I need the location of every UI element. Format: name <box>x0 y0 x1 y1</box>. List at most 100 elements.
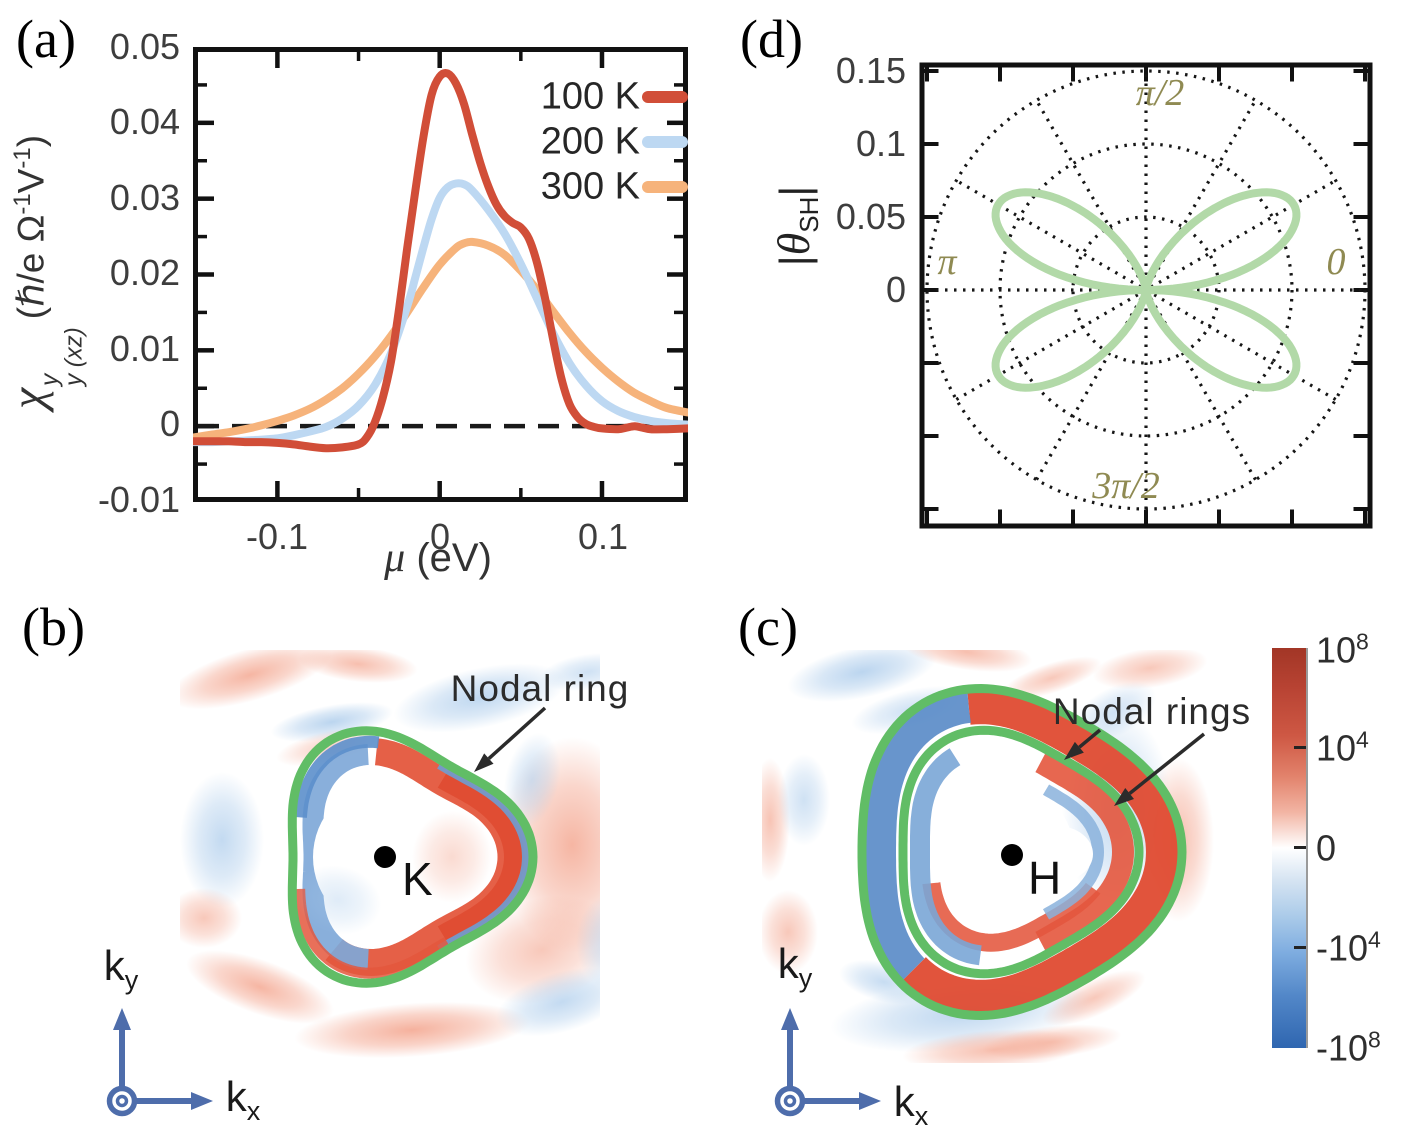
panel-a-frame <box>193 47 688 502</box>
heat-blob <box>186 950 334 1024</box>
panel-a-label: (a) <box>16 9 76 69</box>
heat-blob <box>787 650 937 702</box>
heat-band <box>293 733 531 981</box>
heat-band <box>294 735 528 979</box>
d-angle-pi-2: π/2 <box>1135 72 1185 114</box>
legend-label-100K: 100 K <box>540 75 640 118</box>
ky-arrow-head <box>113 1008 131 1030</box>
nodal-ring <box>287 726 538 988</box>
heat-blob <box>294 865 382 935</box>
b-K-point-label: K <box>402 853 433 905</box>
heat-blob <box>180 888 242 948</box>
nodal-ring <box>898 725 1144 979</box>
colorbar-label-1e8: 108 <box>1316 628 1369 671</box>
colorbar-label-1e4: 104 <box>1316 726 1369 769</box>
high-symmetry-point-dot <box>374 846 396 868</box>
polar-grid-spoke <box>955 179 1337 401</box>
heat-band <box>910 738 1131 966</box>
d-rtick-0.1: 0.1 <box>855 123 906 164</box>
panel-c-heatmap <box>762 650 1214 1063</box>
out-of-plane-axis-dot <box>115 1094 129 1108</box>
annotation-arrow-0-head <box>474 753 494 772</box>
heat-white-core <box>1021 826 1093 882</box>
annotation-arrow-1-shaft <box>1128 732 1206 795</box>
a-ytick-0.01: 0.01 <box>109 328 180 369</box>
panel-b-heatmap <box>180 650 600 1059</box>
polar-grid-spoke <box>1035 99 1257 481</box>
ky-arrow-head <box>781 1008 799 1030</box>
annotation-arrow-0-head <box>1064 741 1084 760</box>
d-rtick-0: 0 <box>885 269 906 310</box>
a-ytick--0.01: -0.01 <box>97 479 180 520</box>
heat-blob <box>503 732 561 828</box>
c-ky-axis-label: ky <box>777 939 813 994</box>
a-ytick-0.05: 0.05 <box>109 26 180 67</box>
legend-label-200K: 200 K <box>540 120 640 163</box>
panel-b-label: (b) <box>22 597 85 657</box>
panel-d-frame <box>919 62 1373 529</box>
annotation-arrow-0-shaft <box>1078 728 1102 749</box>
panel-d-label: (d) <box>740 9 803 69</box>
heat-blob <box>762 890 818 974</box>
c-H-point-label: H <box>1028 852 1062 904</box>
heat-blob <box>982 1024 1122 1060</box>
polar-grid-spoke <box>1035 99 1257 481</box>
heat-band <box>864 690 1181 1014</box>
heat-blob <box>412 811 492 903</box>
kx-arrow-head <box>191 1092 213 1110</box>
heat-blob <box>1092 650 1208 690</box>
curve-300K <box>193 237 688 442</box>
heat-blob <box>901 650 1033 673</box>
d-rtick-0.15: 0.15 <box>835 50 906 91</box>
a-xtick-0: 0 <box>429 516 451 557</box>
a-ytick-0.03: 0.03 <box>109 177 180 218</box>
panel-a-plot <box>193 47 688 502</box>
out-of-plane-axis-dot <box>783 1094 797 1108</box>
heat-blob <box>778 754 830 846</box>
heat-blob <box>496 967 600 1037</box>
colorbar-tick <box>1294 946 1306 949</box>
heat-blob <box>1002 656 1102 700</box>
heat-blob <box>180 650 333 710</box>
a-ytick-0.04: 0.04 <box>109 101 180 142</box>
b-ky-axis-label: ky <box>103 941 139 996</box>
panel-c-label: (c) <box>738 597 798 657</box>
b-kx-axis-label: kx <box>225 1072 261 1127</box>
nodal-ring <box>857 683 1187 1021</box>
a-ytick-0.02: 0.02 <box>109 252 180 293</box>
high-symmetry-point-dot <box>1001 844 1023 866</box>
heat-band <box>906 734 1135 970</box>
b-nodal-ring-annotation: Nodal ring <box>450 668 630 709</box>
panel-b-k-axes <box>106 1008 213 1117</box>
heat-blob <box>393 663 567 733</box>
panel-d-polar-plot <box>919 62 1373 529</box>
heat-blob <box>294 1001 530 1059</box>
heat-band <box>866 692 1179 1012</box>
colorbar-label--1e4: -104 <box>1316 926 1381 969</box>
spin-hall-angle-lobes-curve <box>991 188 1301 392</box>
colorbar-label-0: 0 <box>1316 827 1337 869</box>
curve-200K <box>193 179 688 447</box>
d-angle-3pi-2: 3π/2 <box>1092 465 1160 507</box>
a-x-axis-label: μ (eV) <box>384 535 492 581</box>
heat-band <box>921 752 1116 952</box>
a-ytick-0: 0 <box>159 403 180 444</box>
d-angle-pi: π <box>937 241 957 283</box>
polar-grid-circle <box>998 142 1294 438</box>
curve-100K <box>193 69 688 453</box>
heat-blob <box>540 652 600 692</box>
polar-grid-circle <box>1071 215 1221 365</box>
heat-blob <box>180 772 264 908</box>
annotation-arrow-1-head <box>1114 788 1134 806</box>
colorbar-label--1e8: -108 <box>1316 1026 1381 1069</box>
legend-label-300K: 300 K <box>540 165 640 208</box>
heat-blob <box>1042 969 1146 1027</box>
heat-blob <box>298 650 418 683</box>
colorbar-tick <box>1294 746 1306 749</box>
c-kx-axis-label: kx <box>893 1077 929 1132</box>
panel-c-k-axes <box>774 1008 881 1117</box>
a-xtick--0.1: -0.1 <box>245 516 309 557</box>
kx-arrow-head <box>859 1092 881 1110</box>
